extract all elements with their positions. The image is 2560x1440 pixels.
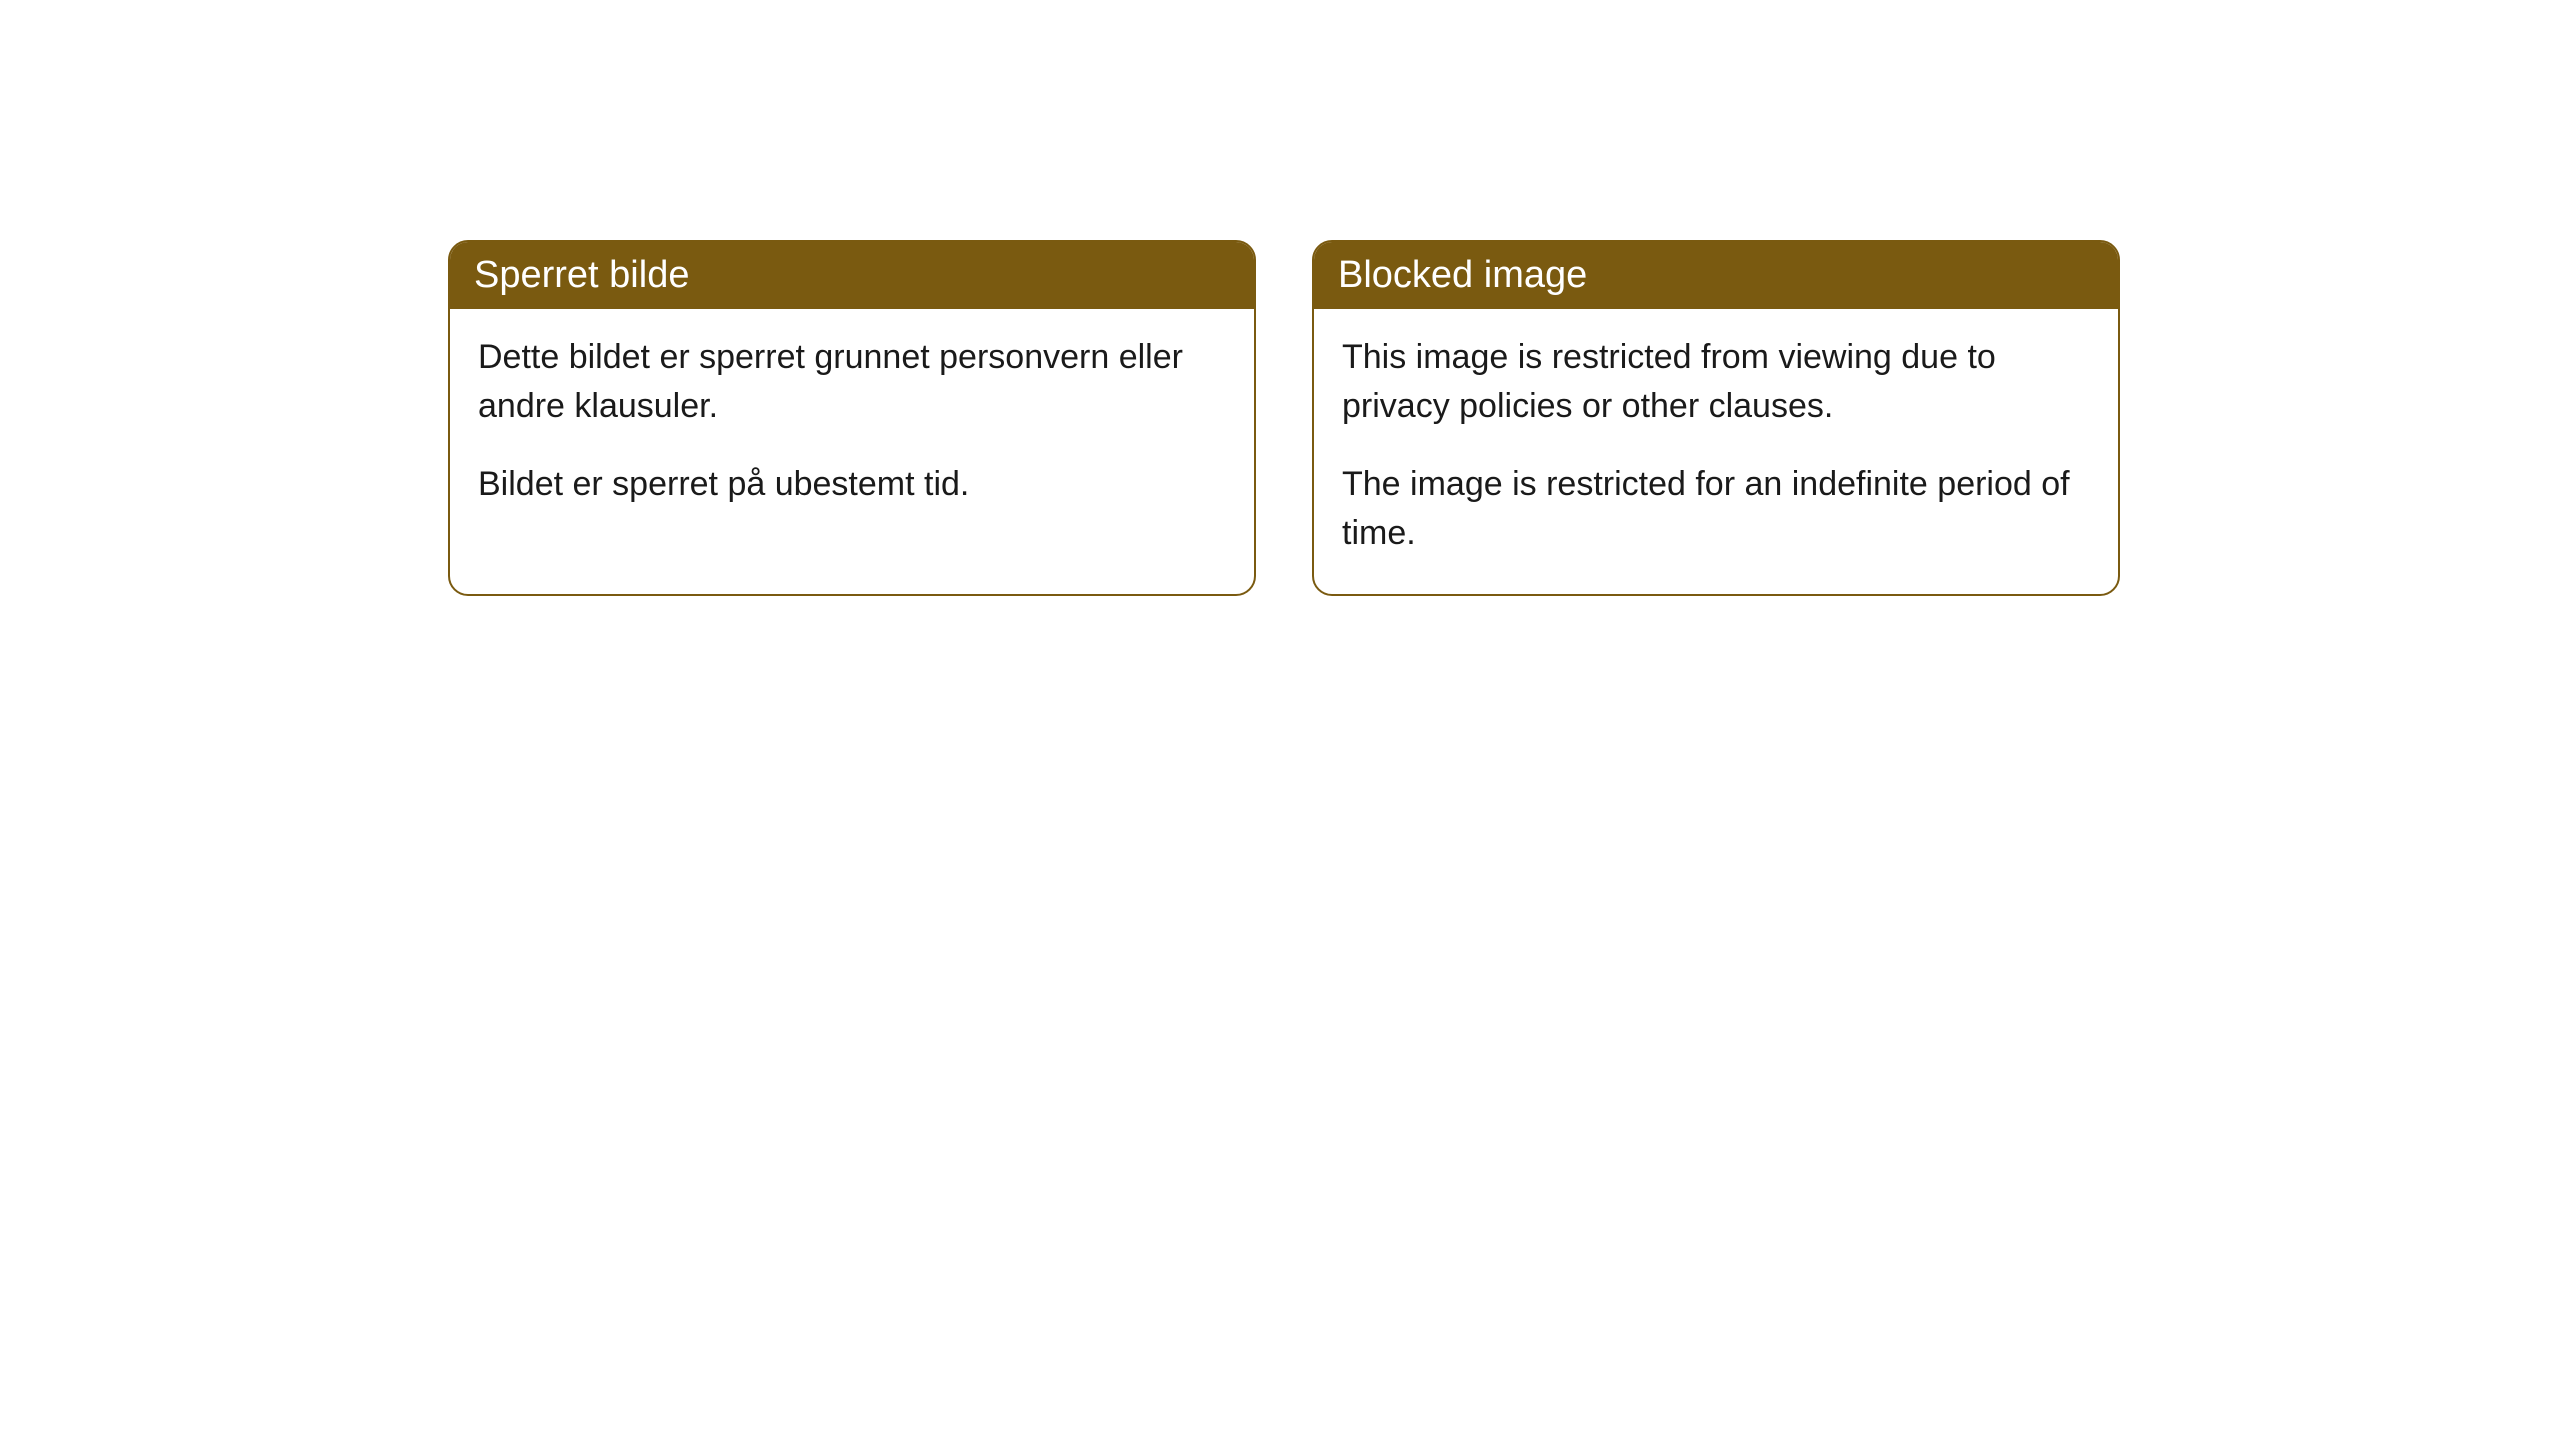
card-paragraph: Bildet er sperret på ubestemt tid. (478, 460, 1226, 509)
card-paragraph: This image is restricted from viewing du… (1342, 333, 2090, 432)
card-paragraph: The image is restricted for an indefinit… (1342, 460, 2090, 559)
card-body: This image is restricted from viewing du… (1314, 309, 2118, 594)
card-title: Sperret bilde (474, 254, 689, 296)
card-header: Sperret bilde (450, 242, 1254, 309)
card-header: Blocked image (1314, 242, 2118, 309)
notice-card-english: Blocked image This image is restricted f… (1312, 240, 2120, 596)
card-title: Blocked image (1338, 254, 1587, 296)
card-paragraph: Dette bildet er sperret grunnet personve… (478, 333, 1226, 432)
card-body: Dette bildet er sperret grunnet personve… (450, 309, 1254, 545)
notice-card-norwegian: Sperret bilde Dette bildet er sperret gr… (448, 240, 1256, 596)
notice-container: Sperret bilde Dette bildet er sperret gr… (448, 240, 2560, 596)
